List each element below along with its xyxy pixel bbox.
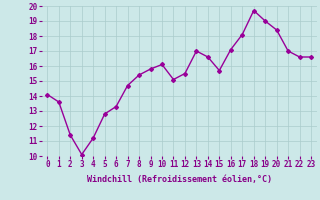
X-axis label: Windchill (Refroidissement éolien,°C): Windchill (Refroidissement éolien,°C) (87, 175, 272, 184)
